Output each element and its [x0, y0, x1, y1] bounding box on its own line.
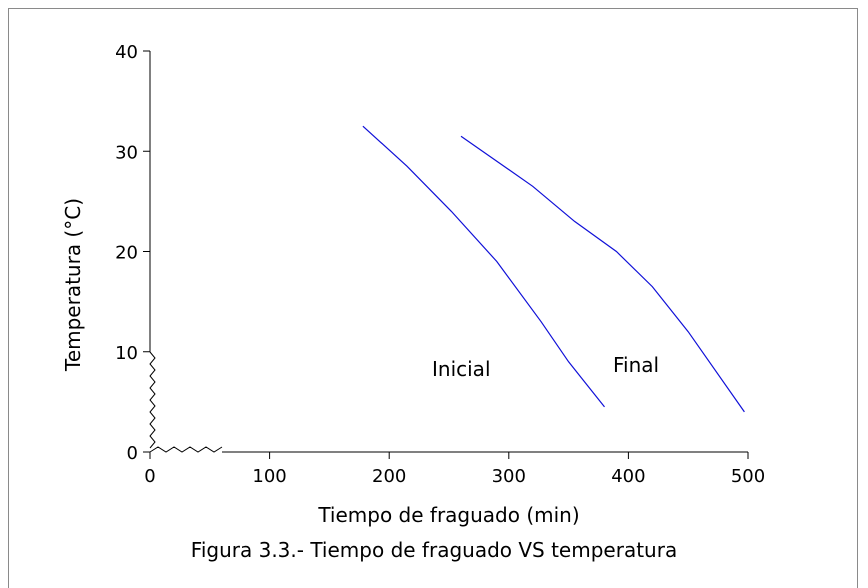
- x-tick-label: 0: [144, 466, 155, 487]
- y-tick-label: 10: [115, 343, 138, 364]
- y-axis-title: Temperatura (°C): [61, 198, 85, 372]
- x-axis-title: Tiempo de fraguado (min): [317, 503, 579, 527]
- x-tick-label: 100: [252, 466, 286, 487]
- labels-layer: Inicial Final: [432, 353, 659, 381]
- x-tick-label: 300: [492, 466, 526, 487]
- x-tick-label: 500: [731, 466, 765, 487]
- series-line-inicial: [362, 125, 605, 408]
- axes: 0 100 200 300 400 500 0 10 20 30 40 Tiempo de fragu…: [61, 42, 765, 527]
- y-tick-label: 0: [127, 443, 138, 464]
- line-chart: 0 100 200 300 400 500 0 10 20 30 40 Tiempo de fragu…: [61, 42, 765, 527]
- x-axis-break: [149, 446, 223, 453]
- series-line-final: [460, 135, 745, 413]
- y-axis-break: [149, 351, 156, 449]
- figure-caption: Figura 3.3.- Tiempo de fraguado VS tempe…: [190, 538, 678, 562]
- series-layer: [362, 125, 745, 413]
- y-tick-label: 30: [115, 142, 138, 163]
- figure-frame: [8, 8, 858, 588]
- x-tick-label: 400: [611, 466, 645, 487]
- series-label-inicial: Inicial: [432, 357, 491, 381]
- y-tick-label: 40: [115, 42, 138, 63]
- y-tick-label: 20: [115, 243, 138, 264]
- x-tick-label: 200: [372, 466, 406, 487]
- series-label-final: Final: [613, 353, 659, 377]
